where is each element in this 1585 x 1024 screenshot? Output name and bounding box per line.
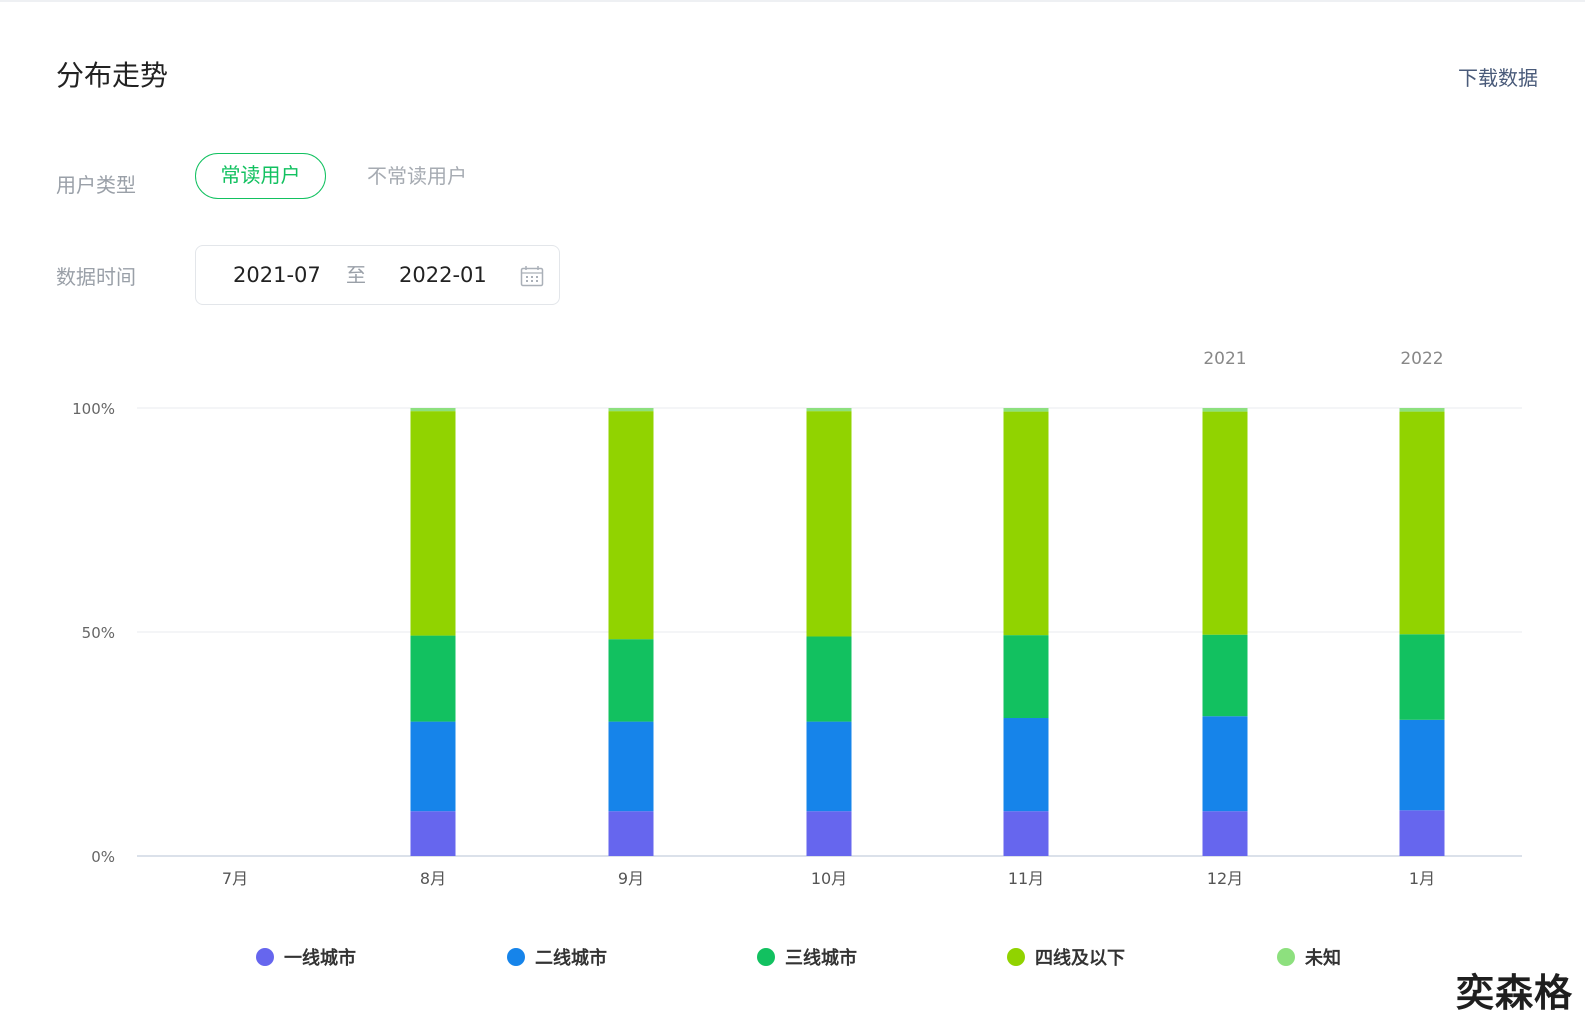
x-tick-label: 8月 — [420, 869, 446, 888]
legend-label: 未知 — [1305, 948, 1341, 969]
date-separator: 至 — [346, 263, 366, 287]
legend-item[interactable]: 一线城市 — [256, 940, 356, 974]
y-tick-label: 100% — [72, 400, 115, 418]
bar-segment[interactable] — [608, 639, 654, 722]
x-tick-label: 1月 — [1409, 869, 1435, 888]
bar-segment[interactable] — [410, 635, 456, 722]
bar-segment[interactable] — [1003, 411, 1049, 636]
bar-segment[interactable] — [1202, 408, 1248, 412]
x-tick-label: 11月 — [1008, 869, 1044, 888]
bar-segment[interactable] — [608, 411, 654, 640]
date-start-input[interactable]: 2021-07 — [233, 263, 321, 287]
legend-item[interactable]: 未知 — [1277, 940, 1341, 974]
x-tick-label: 10月 — [811, 869, 847, 888]
legend-dot-icon — [1277, 948, 1295, 966]
top-divider — [0, 0, 1585, 2]
date-range-label: 数据时间 — [56, 265, 136, 289]
date-range-picker[interactable]: 2021-07 至 2022-01 — [195, 245, 560, 305]
bar-segment[interactable] — [1003, 635, 1049, 719]
download-data-link[interactable]: 下载数据 — [1458, 66, 1538, 90]
bar-segment[interactable] — [806, 811, 852, 856]
page-title: 分布走势 — [56, 59, 169, 92]
bar-segment[interactable] — [806, 411, 852, 637]
stacked-bar-chart: 0% 50% 100% 7月 8月 9月 10月 11月 12月 1月 2021 2022 — [72, 349, 1522, 888]
bar-segment[interactable] — [608, 811, 654, 856]
tab-frequent-users[interactable]: 常读用户 — [195, 153, 326, 199]
bar-segment[interactable] — [806, 721, 852, 812]
legend-dot-icon — [757, 948, 775, 966]
bar-segment[interactable] — [410, 811, 456, 856]
legend-item[interactable]: 二线城市 — [507, 940, 607, 974]
year-label: 2022 — [1400, 349, 1443, 369]
bar-segment[interactable] — [410, 721, 456, 812]
calendar-icon[interactable] — [520, 265, 544, 287]
legend-label: 一线城市 — [284, 948, 356, 969]
legend-dot-icon — [1007, 948, 1025, 966]
bar-segment[interactable] — [1003, 408, 1049, 412]
legend-dot-icon — [507, 948, 525, 966]
year-label: 2021 — [1203, 349, 1246, 369]
bar-segment[interactable] — [1202, 811, 1248, 856]
bar-segment[interactable] — [1399, 408, 1445, 412]
bar-segment[interactable] — [1399, 719, 1445, 811]
watermark-logo: 奕森格 — [1455, 971, 1573, 1015]
x-tick-label: 7月 — [222, 869, 248, 888]
bar-segment[interactable] — [1003, 811, 1049, 856]
tab-infrequent-users[interactable]: 不常读用户 — [367, 164, 467, 188]
bar-segment[interactable] — [608, 721, 654, 812]
bar-segment[interactable] — [1202, 634, 1248, 717]
bar-segment[interactable] — [1003, 718, 1049, 812]
legend-item[interactable]: 四线及以下 — [1007, 940, 1125, 974]
legend-dot-icon — [256, 948, 274, 966]
y-tick-label: 50% — [82, 624, 115, 642]
legend-item[interactable]: 三线城市 — [757, 940, 857, 974]
bar-segment[interactable] — [1399, 634, 1445, 720]
user-type-label: 用户类型 — [56, 173, 136, 197]
bar-segment[interactable] — [1399, 411, 1445, 635]
date-end-input[interactable]: 2022-01 — [399, 263, 487, 287]
bar-segment[interactable] — [1202, 716, 1248, 812]
legend-label: 四线及以下 — [1035, 948, 1125, 969]
bar-segment[interactable] — [1399, 810, 1445, 856]
y-tick-label: 0% — [91, 848, 115, 866]
legend-label: 三线城市 — [785, 948, 857, 969]
bar-segment[interactable] — [1202, 411, 1248, 635]
bar-segment[interactable] — [806, 636, 852, 722]
x-tick-label: 9月 — [618, 869, 644, 888]
x-tick-label: 12月 — [1207, 869, 1243, 888]
bar-segment[interactable] — [608, 408, 654, 412]
legend-label: 二线城市 — [535, 948, 607, 969]
bar-segment[interactable] — [806, 408, 852, 412]
chart-legend: 一线城市 二线城市 三线城市 四线及以下 未知 — [0, 940, 1585, 974]
bar-segment[interactable] — [410, 408, 456, 412]
bar-segment[interactable] — [410, 411, 456, 636]
